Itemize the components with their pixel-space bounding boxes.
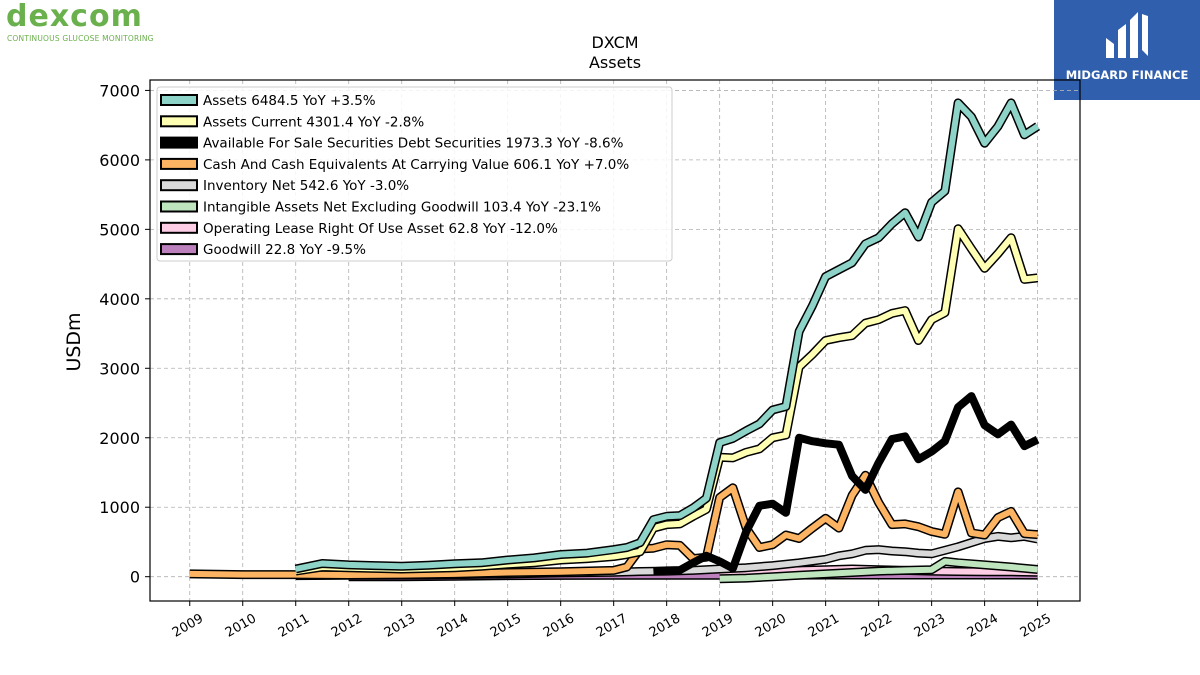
dexcom-logo: dexcom CONTINUOUS GLUCOSE MONITORING [6, 0, 176, 46]
legend-label: Assets 6484.5 YoY +3.5% [203, 93, 376, 109]
legend-item: Intangible Assets Net Excluding Goodwill… [160, 200, 601, 216]
series-intangible-assets-net-excluding-goodwill [719, 556, 1039, 584]
series-line [719, 558, 1038, 582]
x-tick-label: 2023 [912, 611, 948, 641]
legend-swatch [160, 157, 198, 170]
legend-item: Operating Lease Right Of Use Asset 62.8 … [160, 221, 558, 237]
legend-label: Assets Current 4301.4 YoY -2.8% [203, 114, 424, 130]
x-tick-label: 2015 [488, 611, 524, 641]
y-tick-label: 2000 [99, 429, 140, 448]
x-tick-label: 2013 [382, 611, 418, 641]
midgard-finance-name: MIDGARD FINANCE [1065, 68, 1189, 82]
y-tick-label: 1000 [99, 498, 140, 517]
legend-item: Inventory Net 542.6 YoY -3.0% [160, 178, 409, 194]
x-tick-label: 2025 [1018, 611, 1054, 641]
y-tick-label: 4000 [99, 290, 140, 309]
legend-swatch [160, 243, 198, 256]
x-tick-label: 2018 [647, 611, 683, 641]
series-layer [189, 98, 1041, 584]
x-tick-label: 2020 [753, 611, 789, 641]
x-tick-label: 2017 [594, 611, 630, 641]
y-tick-label: 6000 [99, 151, 140, 170]
series-line [189, 472, 1038, 578]
legend-item: Available For Sale Securities Debt Secur… [160, 136, 624, 152]
plot-frame [149, 79, 1081, 602]
chart-title: DXCM [591, 33, 638, 52]
legend-label: Intangible Assets Net Excluding Goodwill… [203, 200, 601, 216]
series-available-for-sale-securities-debt-securities [653, 392, 1040, 576]
legend: Assets 6484.5 YoY +3.5% Assets Current 43… [156, 86, 673, 262]
x-tick-label: 2010 [223, 611, 259, 641]
midgard-finance-logo: MIDGARD FINANCE [1054, 0, 1200, 100]
legend-item: Assets Current 4301.4 YoY -2.8% [160, 114, 424, 130]
legend-label: Operating Lease Right Of Use Asset 62.8 … [203, 221, 558, 237]
legend-swatch [160, 94, 198, 106]
dexcom-logo-tagline: CONTINUOUS GLUCOSE MONITORING [7, 34, 154, 43]
x-tick-label: 2012 [329, 611, 365, 641]
midgard-emblem-icon [1106, 12, 1148, 58]
series-line [653, 392, 1040, 576]
x-tick-label: 2016 [541, 611, 577, 641]
legend-label: Goodwill 22.8 YoY -9.5% [203, 242, 366, 258]
chart-subtitle: Assets [589, 53, 641, 72]
x-tick-label: 2014 [435, 611, 471, 641]
dexcom-logo-word: dexcom [6, 0, 143, 34]
y-axis-label: USDm [63, 312, 85, 371]
legend-swatch [160, 221, 198, 234]
legend-label: Cash And Cash Equivalents At Carrying Va… [203, 157, 629, 173]
legend-swatch [160, 136, 198, 149]
series-assets [294, 98, 1041, 574]
series-cash-and-cash-equivalents-at-carrying-value [189, 470, 1038, 580]
x-tick-label: 2009 [170, 611, 206, 641]
y-tick-label: 7000 [99, 81, 140, 100]
y-tick-label: 3000 [99, 359, 140, 378]
legend-label: Inventory Net 542.6 YoY -3.0% [203, 178, 409, 194]
legend-box [156, 86, 673, 262]
y-tick-label: 0 [130, 568, 140, 587]
x-tick-label: 2011 [276, 611, 312, 641]
legend-label: Available For Sale Securities Debt Secur… [203, 136, 624, 152]
x-tick-label: 2022 [859, 611, 895, 641]
legend-swatch [160, 115, 198, 128]
x-tick-label: 2024 [965, 611, 1001, 641]
legend-item: Cash And Cash Equivalents At Carrying Va… [160, 157, 629, 173]
legend-item: Assets 6484.5 YoY +3.5% [160, 93, 376, 109]
legend-item: Goodwill 22.8 YoY -9.5% [160, 242, 366, 258]
legend-swatch [160, 179, 198, 192]
x-tick-label: 2021 [806, 611, 842, 641]
legend-swatch [160, 200, 198, 213]
y-tick-label: 5000 [99, 220, 140, 239]
x-tick-label: 2019 [700, 611, 736, 641]
series-line [295, 99, 1040, 572]
